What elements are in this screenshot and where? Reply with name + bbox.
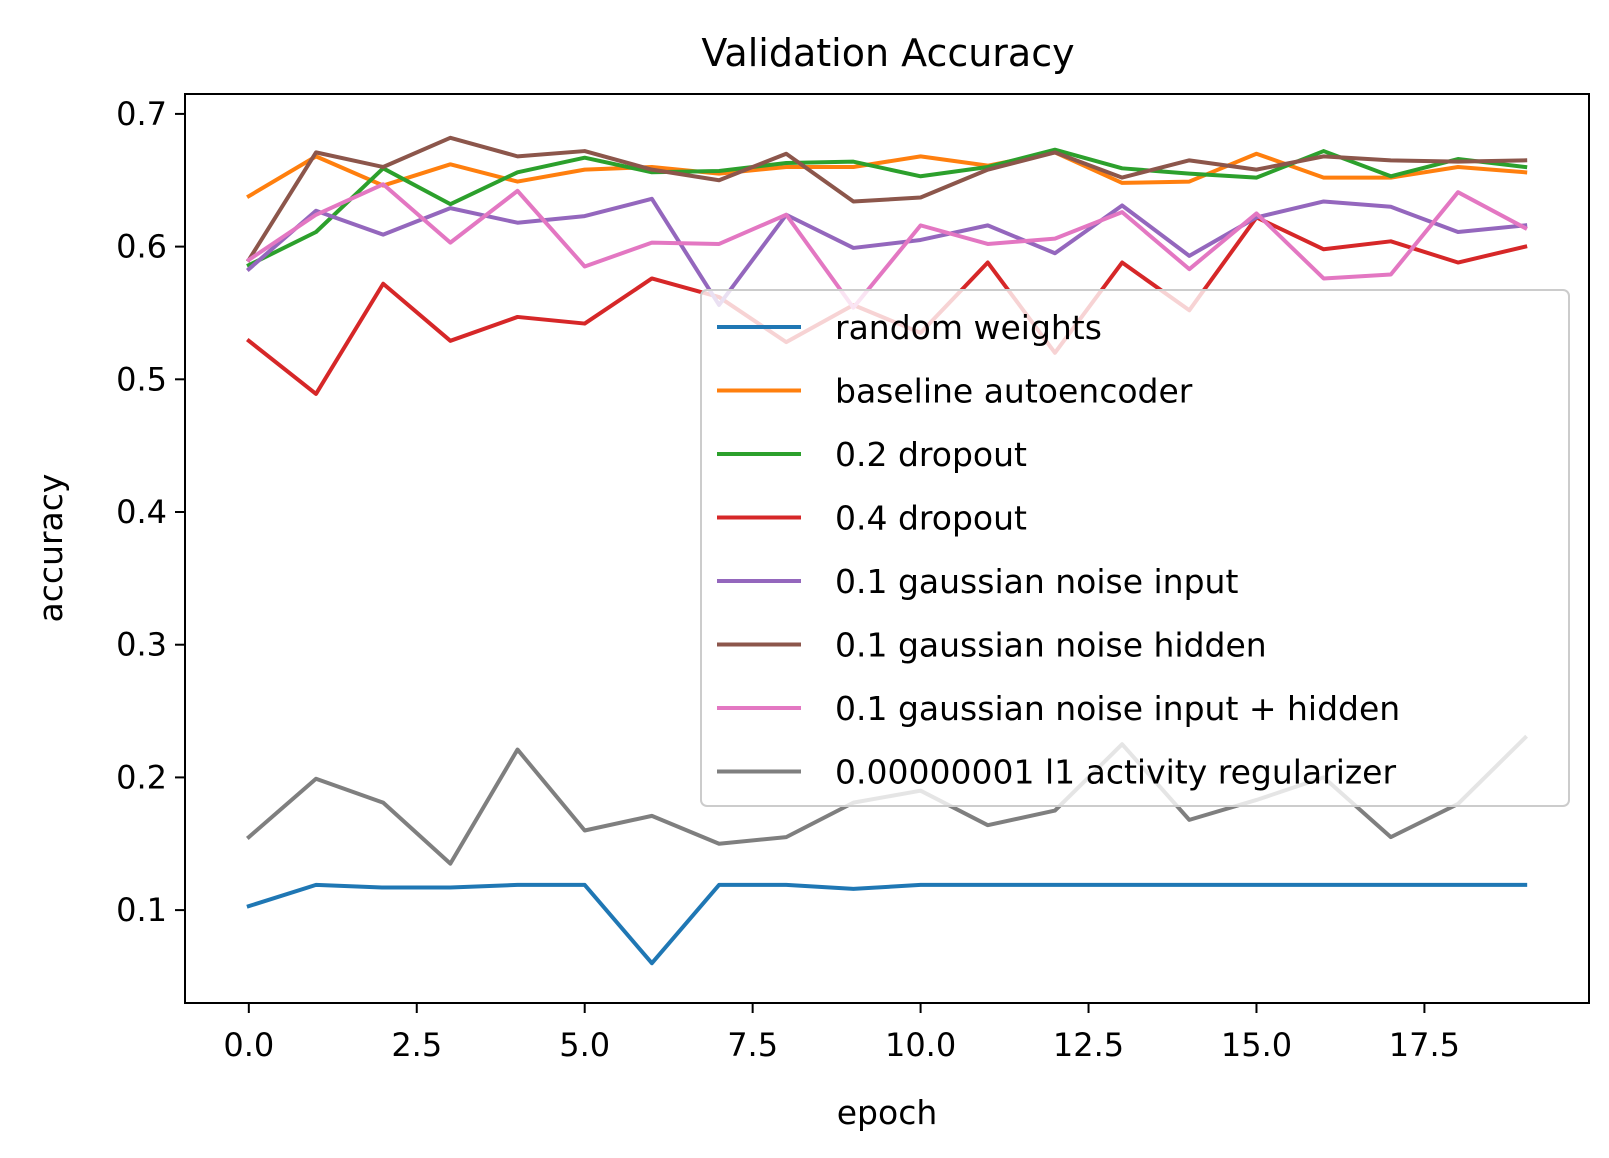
x-tick-label: 17.5: [1389, 1026, 1460, 1064]
y-axis-label: accuracy: [31, 474, 70, 623]
series-line-1: [246, 150, 1528, 199]
legend-label-2: 0.2 dropout: [835, 435, 1027, 474]
legend-label-1: baseline autoencoder: [835, 372, 1193, 411]
legend-box: [700, 289, 1570, 807]
legend-label-6: 0.1 gaussian noise input + hidden: [835, 689, 1400, 728]
x-tick-label: 0.0: [223, 1026, 274, 1064]
x-tick-label: 7.5: [727, 1026, 778, 1064]
y-tick-label: 0.5: [116, 360, 167, 398]
series-line-4: [245, 196, 1528, 307]
y-tick-label: 0.1: [116, 891, 167, 929]
y-tick-label: 0.2: [116, 758, 167, 796]
y-tick-label: 0.6: [116, 228, 167, 266]
y-tick-label: 0.3: [116, 626, 167, 664]
x-tick-label: 2.5: [391, 1026, 442, 1064]
y-tick-label: 0.7: [116, 95, 167, 133]
x-axis: 0.0 2.5 5.0 7.5 10.0 12.5 15.0 17.5: [223, 1003, 1460, 1064]
legend-items: random weights baseline autoencoder 0.2 dr…: [717, 308, 1400, 792]
plot-lines: [245, 135, 1529, 966]
legend: random weights baseline autoencoder 0.2 dr…: [700, 289, 1570, 807]
axes-frame: [184, 93, 1590, 1004]
y-tick-label: 0.4: [116, 493, 167, 531]
y-axis: 0.1 0.2 0.3 0.4 0.5 0.6 0.7: [116, 95, 185, 929]
legend-label-0: random weights: [835, 308, 1102, 347]
x-tick-label: 12.5: [1053, 1026, 1124, 1064]
series-line-5: [246, 135, 1528, 263]
x-tick-label: 5.0: [559, 1026, 610, 1064]
plot-frame: [184, 93, 1590, 1004]
legend-label-3: 0.4 dropout: [835, 499, 1027, 538]
series-line-6: [246, 182, 1528, 310]
legend-label-4: 0.1 gaussian noise input: [835, 562, 1238, 601]
series-line-2: [246, 147, 1528, 268]
x-axis-label: epoch: [837, 1093, 938, 1132]
x-tick-label: 10.0: [885, 1026, 956, 1064]
legend-label-5: 0.1 gaussian noise hidden: [835, 626, 1267, 665]
chart-title: Validation Accuracy: [701, 31, 1074, 75]
x-tick-label: 15.0: [1221, 1026, 1292, 1064]
series-line-0: [246, 882, 1528, 966]
legend-label-7: 0.00000001 l1 activity regularizer: [835, 753, 1396, 792]
